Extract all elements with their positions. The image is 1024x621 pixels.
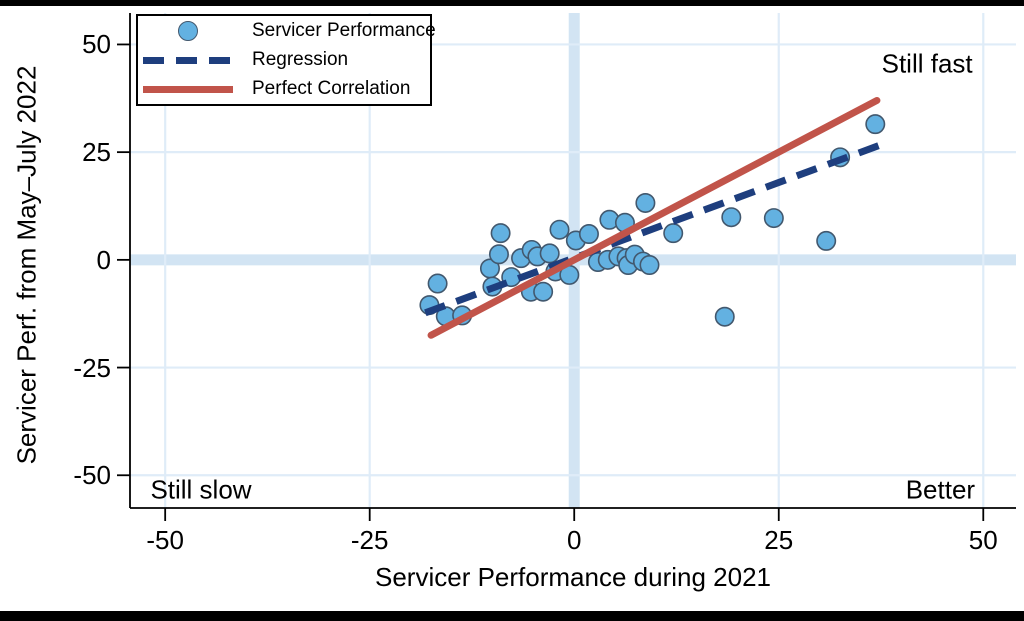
legend-label: Perfect Correlation bbox=[252, 78, 411, 99]
scatter-point bbox=[539, 243, 560, 264]
legend-item-servicer-performance: Servicer Performance bbox=[138, 17, 436, 45]
x-tick-label: 25 bbox=[764, 525, 794, 555]
top-letterbox-bar bbox=[0, 0, 1024, 6]
scatter-marker-icon bbox=[138, 21, 238, 41]
regression-line bbox=[424, 142, 880, 317]
scatter-point bbox=[639, 255, 660, 276]
legend-item-perfect-correlation: Perfect Correlation bbox=[138, 75, 430, 103]
scatter-point bbox=[488, 244, 509, 265]
scatter-point bbox=[490, 223, 511, 244]
legend-label: Servicer Performance bbox=[252, 20, 436, 41]
bottom-letterbox-bar bbox=[0, 611, 1024, 621]
y-tick-label: 25 bbox=[82, 137, 111, 168]
scatter-point bbox=[816, 230, 837, 251]
x-tick-label: -50 bbox=[146, 525, 184, 555]
y-axis-title: Servicer Perf. from May–July 2022 bbox=[11, 65, 42, 465]
scatter-point bbox=[763, 208, 784, 229]
annotation-still-slow: Still slow bbox=[150, 474, 252, 505]
annotation-still-fast: Still fast bbox=[881, 48, 973, 79]
x-tick-label: 0 bbox=[566, 525, 582, 555]
y-tick-label: 0 bbox=[96, 244, 111, 275]
solid-line-icon bbox=[138, 85, 238, 93]
scatter-point bbox=[865, 114, 886, 135]
scatter-point bbox=[663, 223, 684, 244]
scatter-point bbox=[549, 219, 570, 240]
x-axis-title: Servicer Performance during 2021 bbox=[375, 562, 771, 592]
y-tick-label: 50 bbox=[82, 29, 111, 60]
scatter-point bbox=[578, 224, 599, 245]
legend-item-regression: Regression bbox=[138, 46, 430, 74]
x-tick-label: -25 bbox=[350, 525, 389, 555]
x-tick-label: 50 bbox=[968, 525, 998, 555]
scatter-point bbox=[635, 192, 656, 213]
scatter-point bbox=[533, 281, 554, 302]
scatter-point bbox=[721, 207, 742, 228]
annotation-better: Better bbox=[905, 474, 976, 505]
y-tick-label: -25 bbox=[73, 352, 111, 383]
scatter-point bbox=[427, 273, 448, 294]
chart-legend: Servicer Performance Regression Perfect … bbox=[136, 14, 436, 106]
scatter-point bbox=[714, 306, 735, 327]
y-tick-label: -50 bbox=[73, 460, 111, 491]
dashed-line-icon bbox=[138, 56, 238, 64]
legend-label: Regression bbox=[252, 49, 349, 70]
perfect-correlation-line bbox=[427, 96, 881, 339]
